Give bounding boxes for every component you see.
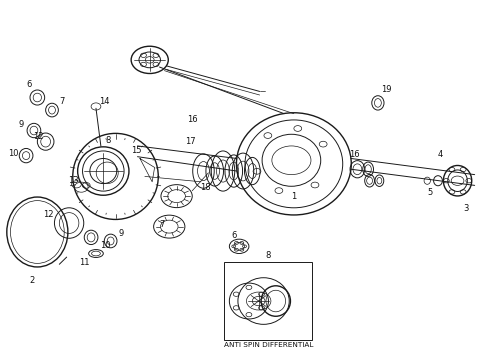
Text: 13: 13	[68, 176, 78, 185]
Text: 10: 10	[100, 241, 111, 250]
Bar	[224, 262, 313, 339]
Text: 4: 4	[438, 150, 443, 159]
Text: 12: 12	[43, 210, 53, 219]
Text: 9: 9	[19, 120, 24, 129]
Text: 9: 9	[119, 229, 124, 238]
Text: 12: 12	[33, 132, 44, 141]
Text: 16: 16	[187, 115, 197, 124]
Text: 1: 1	[291, 192, 296, 201]
Text: 19: 19	[381, 85, 392, 94]
Text: 6: 6	[26, 81, 32, 90]
Ellipse shape	[245, 120, 343, 208]
Text: 2: 2	[30, 276, 35, 285]
Text: 17: 17	[185, 137, 196, 146]
Text: 11: 11	[79, 258, 90, 267]
Text: 18: 18	[199, 183, 210, 192]
Text: 16: 16	[349, 150, 359, 159]
Text: 3: 3	[463, 204, 468, 213]
Text: ANTI SPIN DIFFERENTIAL: ANTI SPIN DIFFERENTIAL	[224, 342, 313, 348]
Text: 8: 8	[105, 136, 111, 145]
Text: 15: 15	[131, 146, 142, 155]
Text: 6: 6	[231, 231, 237, 240]
Text: 8: 8	[266, 251, 271, 260]
Text: 5: 5	[427, 188, 432, 197]
Text: 10: 10	[8, 149, 18, 158]
Text: 14: 14	[99, 97, 110, 106]
Text: 7: 7	[159, 220, 165, 229]
Text: 7: 7	[59, 97, 65, 106]
